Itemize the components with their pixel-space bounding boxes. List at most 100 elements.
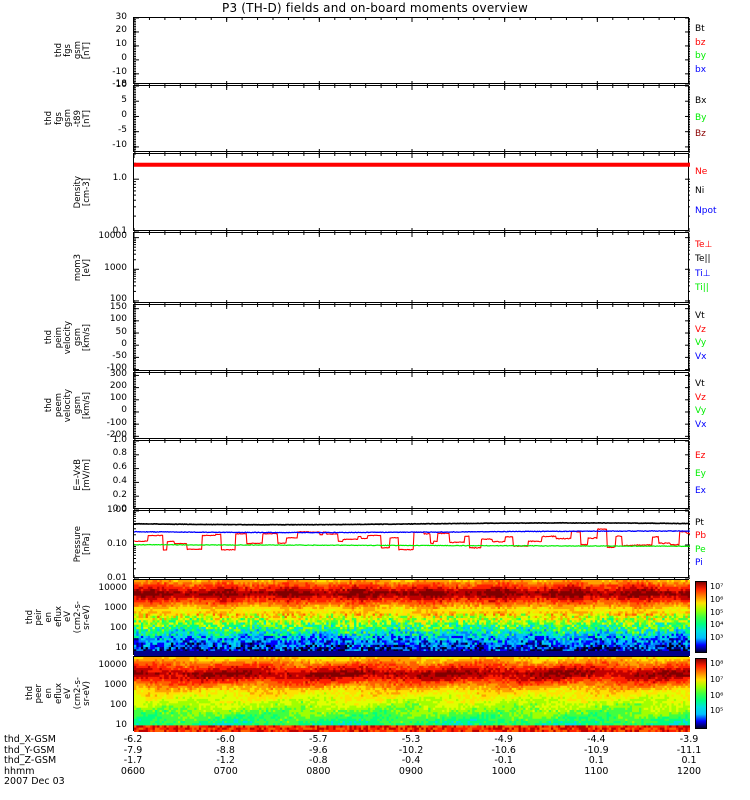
- ytick-label: 100: [109, 699, 127, 710]
- xaxis-tick-value: 0700: [213, 765, 238, 777]
- ytick-label: 1000: [104, 262, 127, 273]
- xaxis-tick-value: -4.4: [587, 734, 606, 745]
- xaxis-tick-value: 1200: [676, 765, 702, 777]
- xaxis-tick-value: 0.1: [681, 755, 697, 766]
- legend-density-Npot: Npot: [695, 205, 717, 216]
- ytick-label: 100: [109, 393, 127, 404]
- colorbar-tick: 10⁷: [710, 674, 724, 684]
- xaxis-tick-value: -3.9: [679, 734, 699, 745]
- xaxis-tick-value: -11.1: [676, 744, 702, 756]
- xaxis-tick-value: 1000: [491, 765, 516, 777]
- legend-efield-Ey: Ey: [695, 468, 707, 479]
- ytick-label: 0.4: [112, 475, 127, 486]
- ytick-label: 1.0: [112, 172, 127, 183]
- ytick-label: 10: [115, 79, 127, 90]
- xaxis-tick-value: -10.9: [584, 744, 609, 756]
- ytick-label: 100: [109, 294, 127, 305]
- ytick-label: 100: [109, 314, 127, 325]
- ytick-label: 10: [115, 643, 127, 654]
- ytick-label: 10: [115, 719, 127, 730]
- panel-pressure: [133, 510, 690, 579]
- colorbar-tick: 10⁴: [710, 620, 724, 630]
- xaxis-tick-value: 0.1: [588, 755, 604, 766]
- ytick-label: 0.6: [112, 462, 127, 473]
- ytick-label: 150: [109, 302, 127, 313]
- legend-mom3-temperature-Ti: Ti||: [695, 282, 709, 293]
- panel-canvas-efield: [134, 441, 690, 510]
- legend-efield-Ex: Ex: [695, 485, 707, 496]
- xaxis-tick-value: -5.3: [401, 734, 421, 745]
- panel-canvas-fgs-gsm-t89: [134, 86, 690, 153]
- legend-peem-velocity-Vy: Vy: [695, 406, 707, 417]
- colorbar-tick: 10⁸: [710, 659, 724, 668]
- legend-pressure-Pt: Pt: [695, 517, 704, 528]
- ylabel-density: Density [cm-3]: [73, 153, 93, 231]
- colorbar-peer-eflux: [695, 658, 707, 729]
- panel-peem-velocity: [133, 372, 690, 440]
- xaxis-tick-value: -0.4: [401, 755, 421, 766]
- legend-peim-velocity-Vt: Vt: [695, 311, 705, 322]
- panel-canvas-density: [134, 154, 690, 232]
- colorbar-tick: 10⁵: [710, 607, 724, 617]
- legend-density-Ni: Ni: [695, 186, 705, 196]
- legend-fgs-gsm-by: by: [695, 51, 707, 62]
- ytick-label: 10: [115, 39, 127, 50]
- legend-pressure-Pb: Pb: [695, 531, 707, 542]
- xaxis-tick-value: 0900: [398, 765, 424, 777]
- xaxis-tick-value: 0600: [120, 765, 146, 777]
- ytick-label: 0.8: [112, 448, 127, 459]
- xaxis-tick-value: -0.8: [309, 755, 328, 766]
- ytick-label: 30: [115, 11, 127, 22]
- legend-fgs-gsm-bx: bx: [695, 64, 707, 75]
- ytick-label: -50: [112, 350, 127, 361]
- panel-canvas-peer-eflux: [134, 657, 690, 732]
- panel-canvas-fgs-gsm: [134, 18, 690, 85]
- legend-mom3-temperature-Te: Te⊥: [695, 240, 713, 251]
- xaxis-tick-value: 0800: [306, 765, 331, 777]
- xaxis-tick-value: -1.7: [123, 755, 143, 766]
- panel-canvas-mom3-temperature: [134, 233, 690, 304]
- legend-peim-velocity-Vy: Vy: [695, 338, 707, 349]
- panel-fgs-gsm-t89: [133, 85, 690, 153]
- legend-peem-velocity-Vz: Vz: [695, 392, 706, 403]
- colorbar-tick: 10⁶: [710, 690, 724, 700]
- xaxis-tick-value: -10.6: [491, 744, 516, 756]
- xaxis-tick-value: -4.9: [494, 734, 513, 745]
- panel-peim-velocity: [133, 304, 690, 372]
- ytick-label: 10000: [98, 583, 127, 594]
- panel-peir-eflux: [133, 579, 690, 656]
- legend-fgs-gsm-Bt: Bt: [695, 24, 705, 35]
- legend-mom3-temperature-Te: Te||: [695, 254, 711, 265]
- xaxis-tick-value: -1.2: [216, 755, 235, 766]
- page-title: P3 (TH-D) fields and on-board moments ov…: [222, 1, 528, 15]
- legend-pressure-Pi: Pi: [695, 558, 703, 569]
- legend-efield-Ez: Ez: [695, 451, 706, 462]
- ytick-label: 0: [121, 109, 127, 120]
- legend-mom3-temperature-Ti: Ti⊥: [695, 268, 711, 279]
- colorbar-tick: 10⁶: [710, 594, 724, 604]
- panel-mom3-temperature: [133, 232, 690, 304]
- panel-canvas-peem-velocity: [134, 373, 690, 440]
- xaxis-row-label: thd_Y-GSM: [4, 744, 55, 756]
- xaxis-tick-value: -6.0: [216, 734, 235, 745]
- date-label: 2007 Dec 03: [4, 776, 65, 787]
- legend-peem-velocity-Vx: Vx: [695, 419, 707, 430]
- ytick-label: 0.10: [106, 538, 127, 549]
- panel-density: [133, 153, 690, 232]
- xaxis-tick-value: 1100: [584, 765, 609, 777]
- xaxis-row-label: thd_Z-GSM: [4, 755, 57, 766]
- ytick-label: 0.2: [112, 489, 127, 500]
- xaxis-tick-value: -0.1: [494, 755, 513, 766]
- xaxis-tick-value: -9.6: [309, 744, 328, 756]
- legend-fgs-gsm-bz: bz: [695, 37, 706, 48]
- ytick-label: -10: [112, 140, 127, 151]
- ytick-label: -200: [106, 429, 127, 440]
- xaxis-tick-value: -10.2: [398, 744, 424, 756]
- ytick-label: -18: [112, 78, 127, 89]
- legend-fgs-gsm-t89-By: By: [695, 112, 707, 123]
- ytick-label: 1.00: [106, 504, 127, 515]
- colorbar-tick: 10³: [710, 633, 724, 643]
- ytick-label: 1000: [104, 679, 127, 690]
- ytick-label: 0.0: [112, 503, 127, 514]
